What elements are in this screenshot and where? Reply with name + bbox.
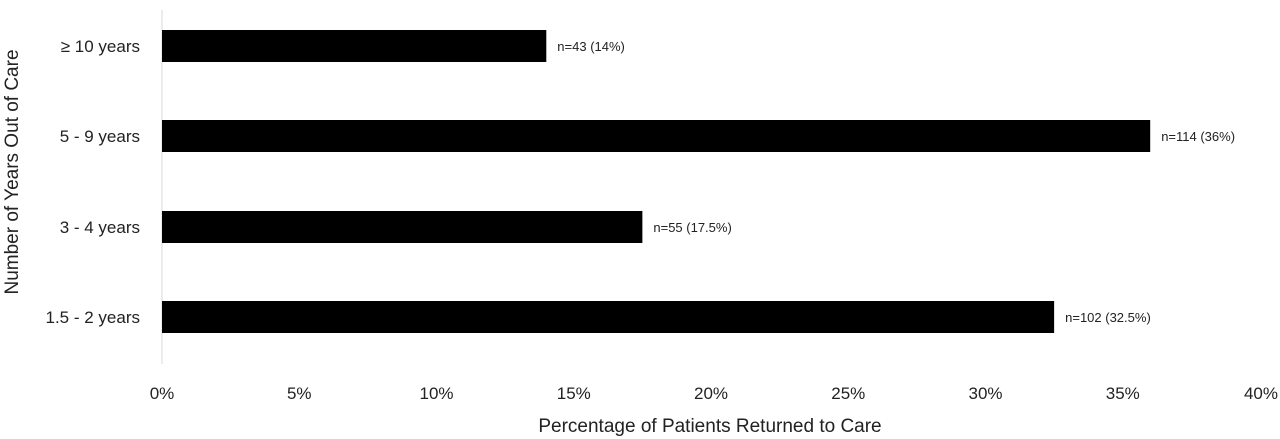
category-label: 1.5 - 2 years xyxy=(46,308,141,327)
x-tick-label: 20% xyxy=(694,384,728,403)
bars-group xyxy=(162,30,1151,333)
bar xyxy=(162,30,547,62)
x-tick-label: 0% xyxy=(150,384,175,403)
x-tick-label: 25% xyxy=(831,384,865,403)
data-label: n=102 (32.5%) xyxy=(1065,310,1151,325)
x-tick-label: 30% xyxy=(968,384,1002,403)
x-tick-label: 10% xyxy=(419,384,453,403)
bar xyxy=(162,211,643,243)
category-label: 3 - 4 years xyxy=(60,218,140,237)
data-label: n=43 (14%) xyxy=(557,39,625,54)
category-labels: ≥ 10 years 5 - 9 years 3 - 4 years 1.5 - 2 … xyxy=(46,37,141,327)
x-tick-label: 5% xyxy=(287,384,312,403)
bar xyxy=(162,301,1055,333)
category-label: 5 - 9 years xyxy=(60,127,140,146)
x-tick-label: 40% xyxy=(1244,384,1278,403)
x-axis-title: Percentage of Patients Returned to Care xyxy=(538,416,881,437)
bar xyxy=(162,120,1151,152)
data-label: n=114 (36%) xyxy=(1161,129,1235,144)
y-axis-title: Number of Years Out of Care xyxy=(2,49,23,294)
x-tick-label: 35% xyxy=(1106,384,1140,403)
category-label: ≥ 10 years xyxy=(61,37,140,56)
data-labels: n=43 (14%) n=114 (36%) n=55 (17.5%) n=102 (… xyxy=(557,39,1235,325)
x-tick-labels: 0% 5% 10% 15% 20% 25% 30% 35% 40% xyxy=(150,384,1278,403)
data-label: n=55 (17.5%) xyxy=(653,220,731,235)
x-tick-label: 15% xyxy=(557,384,591,403)
